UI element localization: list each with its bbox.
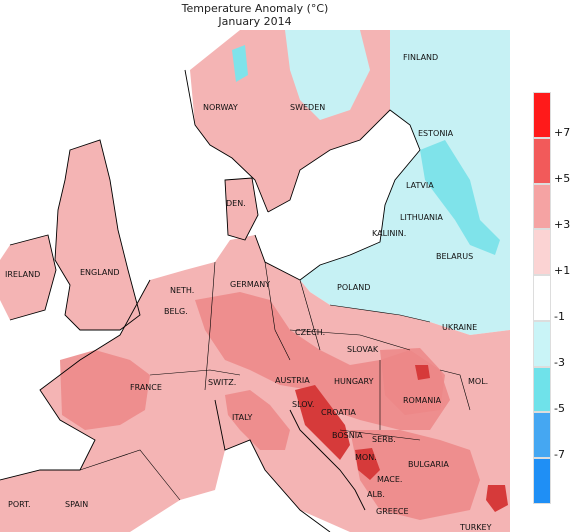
borders bbox=[79, 261, 471, 501]
norway-coast bbox=[184, 69, 269, 213]
denmark-coast bbox=[224, 177, 259, 241]
label-greece: GREECE bbox=[376, 507, 409, 516]
montenegro-hot-zone bbox=[355, 448, 380, 480]
label-england: ENGLAND bbox=[80, 268, 120, 277]
label-latvia: LATVIA bbox=[406, 181, 434, 190]
anomaly-shading bbox=[0, 30, 510, 532]
colorbar-bin bbox=[533, 275, 551, 321]
coastlines bbox=[0, 69, 421, 532]
romania-warm-zone bbox=[380, 348, 445, 415]
colorbar-bin bbox=[533, 137, 551, 184]
southeast-warm-zone bbox=[350, 430, 480, 520]
label-germany: GERMANY bbox=[230, 280, 270, 289]
label-turkey: TURKEY bbox=[459, 523, 492, 532]
colorbar-bin bbox=[533, 183, 551, 230]
border-line bbox=[329, 304, 431, 323]
colorbar-bin bbox=[533, 92, 551, 138]
chart-title: Temperature Anomaly (°C) bbox=[181, 2, 329, 15]
label-croatia: CROATIA bbox=[321, 408, 356, 417]
label-estonia: ESTONIA bbox=[418, 129, 454, 138]
colorbar-bin bbox=[533, 458, 551, 504]
label-spain: SPAIN bbox=[65, 500, 88, 509]
label-lithuania: LITHUANIA bbox=[400, 213, 443, 222]
label-bosnia: BOSNIA bbox=[332, 431, 363, 440]
label-belarus: BELARUS bbox=[436, 252, 473, 261]
label-poland: POLAND bbox=[337, 283, 370, 292]
label-slovakia: SLOVAK bbox=[347, 345, 379, 354]
label-albania: ALB. bbox=[367, 490, 385, 499]
colorbar-bin bbox=[533, 412, 551, 459]
france-coast bbox=[0, 279, 151, 481]
label-czech: CZECH. bbox=[295, 328, 325, 337]
baltic-coast bbox=[254, 149, 421, 281]
label-norway: NORWAY bbox=[203, 103, 238, 112]
colorbar-bin bbox=[533, 229, 551, 276]
sweden-cool-zone bbox=[285, 30, 370, 120]
britain-region bbox=[55, 140, 140, 330]
chart-subtitle: January 2014 bbox=[218, 15, 292, 28]
border-line bbox=[339, 429, 421, 441]
east-cool-region bbox=[300, 30, 510, 335]
colorbar-bin bbox=[533, 320, 551, 367]
colorbar-tick: -7 bbox=[554, 448, 565, 461]
italy-coast bbox=[214, 399, 331, 532]
britain-coast bbox=[54, 139, 141, 331]
colorbar-tick: +5 bbox=[554, 172, 571, 185]
ireland-region bbox=[0, 235, 56, 320]
label-romania: ROMANIA bbox=[403, 396, 442, 405]
italy-warm-zone bbox=[225, 390, 290, 450]
denmark-region bbox=[225, 178, 258, 240]
label-switzerland: SWITZ. bbox=[208, 378, 236, 387]
colorbar-tick: +1 bbox=[554, 264, 571, 277]
colorbar-tick: +7 bbox=[554, 126, 571, 139]
border-line bbox=[264, 261, 291, 361]
sweden-coast bbox=[267, 109, 421, 213]
colorbar bbox=[533, 92, 551, 504]
label-bulgaria: BULGARIA bbox=[408, 460, 449, 469]
temperature-anomaly-map: FINLAND NORWAY SWEDEN ESTONIA LATVIA LIT… bbox=[0, 30, 510, 532]
france-warm-zone bbox=[60, 350, 150, 430]
label-serbia: SERB. bbox=[372, 435, 396, 444]
balkan-hot-zone bbox=[295, 385, 350, 460]
estonia-cool-zone bbox=[420, 140, 500, 255]
label-slovenia: SLOV. bbox=[292, 400, 314, 409]
label-hungary: HUNGARY bbox=[334, 377, 374, 386]
ireland-coast bbox=[9, 234, 57, 321]
label-moldova: MOL. bbox=[468, 377, 488, 386]
colorbar-tick: -5 bbox=[554, 402, 565, 415]
label-austria: AUSTRIA bbox=[275, 376, 310, 385]
colorbar-bin bbox=[533, 366, 551, 413]
label-portugal: PORT. bbox=[8, 500, 31, 509]
label-denmark: DEN. bbox=[226, 199, 246, 208]
colorbar-tick: +3 bbox=[554, 218, 571, 231]
colorbar-tick: -1 bbox=[554, 310, 565, 323]
label-ireland: IRELAND bbox=[5, 270, 40, 279]
label-belgium: BELG. bbox=[164, 307, 188, 316]
norway-cool-spot bbox=[232, 45, 248, 82]
label-macedonia: MACE. bbox=[377, 475, 402, 484]
romania-hot-spot bbox=[415, 365, 430, 380]
label-montenegro: MON. bbox=[355, 453, 377, 462]
turkey-hot-zone bbox=[486, 485, 508, 512]
border-line bbox=[289, 329, 411, 351]
border-line bbox=[149, 369, 241, 376]
colorbar-tick: -3 bbox=[554, 356, 565, 369]
adriatic-coast bbox=[289, 409, 366, 511]
label-finland: FINLAND bbox=[403, 53, 438, 62]
border-line bbox=[79, 449, 181, 501]
label-ukraine: UKRAINE bbox=[442, 323, 477, 332]
label-netherlands: NETH. bbox=[170, 286, 194, 295]
label-kalinin: KALININ. bbox=[372, 229, 406, 238]
label-italy: ITALY bbox=[232, 413, 252, 422]
border-line bbox=[439, 369, 471, 411]
label-sweden: SWEDEN bbox=[290, 103, 325, 112]
label-france: FRANCE bbox=[130, 383, 162, 392]
border-line bbox=[299, 279, 321, 351]
country-labels: FINLAND NORWAY SWEDEN ESTONIA LATVIA LIT… bbox=[5, 53, 492, 532]
